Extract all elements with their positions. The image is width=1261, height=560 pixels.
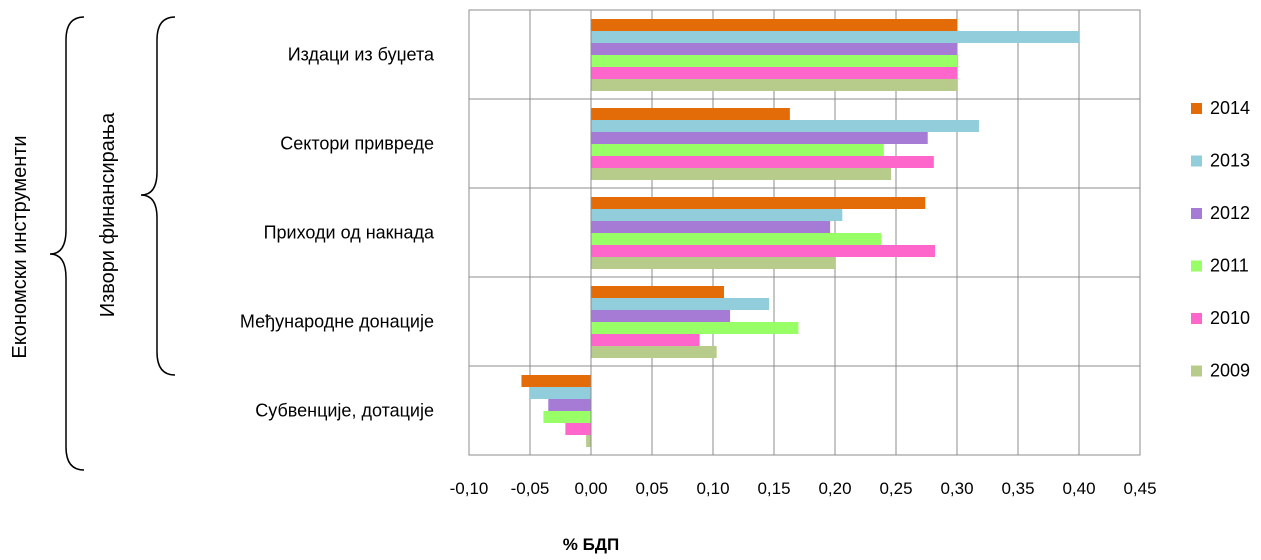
bar-2013: [591, 31, 1079, 43]
legend-entry: 2009: [1210, 361, 1250, 381]
bar-2009: [591, 79, 957, 91]
bar-2009: [591, 346, 717, 358]
bar-2012: [591, 43, 957, 55]
category-labels: Издаци из буџета Сектори привреде Приходи …: [240, 45, 435, 421]
bar-2011: [591, 322, 799, 334]
category-label: Приходи од накнада: [264, 223, 435, 243]
x-tick-label: 0,45: [1123, 479, 1156, 498]
bar-2010: [591, 334, 700, 346]
outer-brace: [49, 16, 85, 471]
legend-swatch: [1191, 260, 1202, 272]
legend-entry: 2011: [1210, 256, 1249, 276]
legend-swatch: [1191, 208, 1202, 219]
bar-2011: [591, 55, 957, 67]
x-tick-label: 0,25: [879, 479, 912, 498]
bar-2012: [591, 221, 831, 233]
bar-2010: [591, 245, 936, 257]
bar-2013: [591, 209, 843, 221]
bar-2012: [548, 399, 591, 411]
bar-2009: [591, 257, 835, 269]
bar-2013: [591, 120, 979, 132]
x-tick-label: -0,10: [450, 479, 489, 498]
x-axis-label: % БДП: [563, 535, 619, 554]
bar-2011: [591, 144, 884, 156]
category-label: Субвенције, дотације: [255, 401, 434, 421]
bar-2012: [591, 310, 731, 322]
inner-group-label: Извори финансирања: [97, 112, 119, 317]
x-tick-label: 0,05: [635, 479, 668, 498]
legend-swatch: [1191, 103, 1202, 114]
x-tick-label: 0,30: [940, 479, 973, 498]
bar-2011: [543, 411, 591, 423]
bar-2010: [591, 156, 934, 168]
legend-entry: 2010: [1210, 308, 1250, 328]
bar-2014: [591, 286, 724, 298]
bar-2014: [521, 375, 591, 387]
bar-2014: [591, 19, 957, 31]
inner-brace: [140, 16, 176, 376]
category-label: Сектори привреде: [280, 134, 434, 154]
bar-2013: [591, 298, 770, 310]
bars: [521, 10, 1079, 455]
legend-entry: 2013: [1210, 151, 1250, 171]
bar-2011: [591, 233, 882, 245]
x-tick-label: 0,10: [696, 479, 729, 498]
x-tick-label: -0,05: [511, 479, 550, 498]
x-tick-labels: -0,10 -0,05 0,00 0,05 0,10 0,15 0,20 0,25 0,30 0,…: [450, 479, 1157, 498]
bar-2009: [586, 435, 591, 447]
category-label: Међународне донације: [240, 312, 434, 332]
legend-entry: 2014: [1210, 98, 1250, 118]
legend: 2014 2013 2012 2011 2010 2009: [1191, 98, 1250, 381]
bar-2010: [565, 423, 591, 435]
x-tick-label: 0,00: [574, 479, 607, 498]
legend-swatch: [1191, 313, 1202, 324]
category-label: Издаци из буџета: [288, 45, 435, 65]
bar-2014: [591, 108, 790, 120]
legend-swatch: [1191, 155, 1202, 167]
outer-group-label: Економски инструменти: [9, 135, 31, 358]
x-tick-label: 0,35: [1001, 479, 1034, 498]
legend-swatch: [1191, 365, 1202, 377]
legend-entry: 2012: [1210, 203, 1250, 223]
bar-2013: [530, 387, 591, 399]
bar-2012: [591, 132, 928, 144]
x-tick-label: 0,40: [1062, 479, 1095, 498]
x-tick-label: 0,15: [757, 479, 790, 498]
bar-2009: [591, 168, 892, 180]
x-tick-label: 0,20: [818, 479, 851, 498]
bar-2010: [591, 67, 957, 79]
bar-2014: [591, 197, 926, 209]
